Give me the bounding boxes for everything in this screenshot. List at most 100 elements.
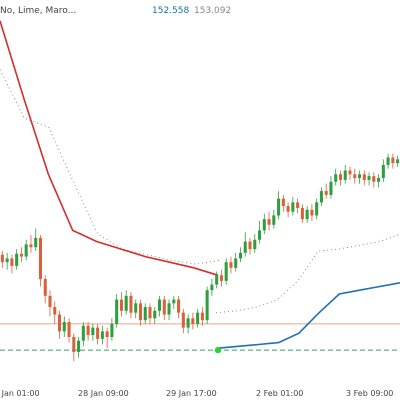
candle-body bbox=[134, 303, 138, 313]
candle bbox=[272, 209, 276, 229]
candle bbox=[248, 237, 252, 255]
candle bbox=[19, 247, 23, 263]
price-b: 153.092 bbox=[194, 6, 232, 16]
candle-body bbox=[172, 299, 176, 304]
candle-body bbox=[24, 244, 28, 257]
candle bbox=[391, 153, 395, 169]
candle-body bbox=[277, 198, 281, 216]
candle-body bbox=[286, 206, 290, 212]
candle-body bbox=[238, 252, 242, 259]
candle bbox=[396, 155, 400, 167]
candle bbox=[186, 314, 190, 334]
candle-body bbox=[62, 322, 66, 332]
candle bbox=[81, 322, 85, 347]
candle bbox=[153, 307, 157, 324]
candle-body bbox=[181, 312, 185, 328]
candle bbox=[377, 174, 381, 188]
candle-body bbox=[391, 157, 395, 164]
candle bbox=[105, 327, 109, 349]
candle-body bbox=[267, 219, 271, 225]
candle bbox=[210, 279, 214, 296]
candle bbox=[258, 221, 262, 244]
candle-body bbox=[296, 202, 300, 208]
candle bbox=[348, 166, 352, 180]
candle bbox=[115, 293, 119, 328]
candle bbox=[62, 316, 66, 337]
candle-body bbox=[367, 176, 371, 180]
candle bbox=[15, 249, 19, 270]
candle bbox=[119, 292, 123, 317]
candle-body bbox=[291, 202, 295, 212]
candle-body bbox=[167, 303, 171, 315]
candle-body bbox=[91, 327, 95, 336]
candle-body bbox=[191, 318, 195, 324]
dotted-lower-series bbox=[215, 233, 400, 314]
candle bbox=[253, 234, 257, 253]
candle-body bbox=[334, 174, 338, 182]
candle-body bbox=[381, 164, 385, 179]
blue-indicator-line bbox=[217, 282, 400, 349]
candle bbox=[362, 170, 366, 186]
candle-body bbox=[386, 157, 390, 165]
candle bbox=[124, 290, 128, 315]
candle bbox=[138, 299, 142, 326]
candle-body bbox=[48, 295, 52, 308]
price-a: 152.558 bbox=[152, 6, 190, 16]
candle-body bbox=[86, 325, 90, 336]
candle-body bbox=[338, 174, 342, 180]
candle-body bbox=[396, 159, 400, 164]
x-tick-label: 3 Feb 09:00 bbox=[346, 389, 393, 398]
candle-body bbox=[319, 191, 323, 203]
candle-body bbox=[148, 307, 152, 319]
candle bbox=[67, 318, 71, 343]
candle bbox=[48, 290, 52, 317]
candle bbox=[10, 254, 14, 274]
candle-body bbox=[200, 312, 204, 321]
candle-body bbox=[10, 258, 14, 266]
candle-body bbox=[215, 275, 219, 285]
candle bbox=[238, 247, 242, 263]
candle bbox=[229, 256, 233, 274]
candle-body bbox=[105, 331, 109, 337]
x-tick-label: 29 Jan 17:00 bbox=[166, 389, 217, 398]
candle-body bbox=[219, 275, 223, 281]
candle-body bbox=[272, 215, 276, 225]
horizontal-levels bbox=[0, 323, 400, 351]
candle-body bbox=[205, 290, 209, 321]
candle-body bbox=[243, 241, 247, 253]
candle bbox=[53, 301, 57, 324]
candle bbox=[343, 164, 347, 184]
candle bbox=[134, 299, 138, 319]
candle bbox=[86, 322, 90, 341]
candle bbox=[338, 170, 342, 186]
candle bbox=[367, 172, 371, 186]
candle bbox=[277, 191, 281, 220]
candle-body bbox=[186, 318, 190, 328]
candle bbox=[43, 275, 47, 304]
blue-series-line bbox=[217, 282, 400, 349]
candle-body bbox=[262, 219, 266, 231]
candle bbox=[96, 323, 100, 345]
candle bbox=[38, 235, 42, 287]
candle bbox=[0, 250, 4, 268]
candle-body bbox=[110, 323, 114, 337]
candle-body bbox=[124, 295, 128, 311]
candle bbox=[219, 269, 223, 287]
signal-markers bbox=[214, 346, 222, 354]
candle-body bbox=[196, 312, 200, 324]
candle bbox=[324, 183, 328, 199]
dotted-indicators bbox=[0, 69, 400, 314]
candle-body bbox=[329, 181, 333, 195]
candle-body bbox=[315, 202, 319, 216]
candle-body bbox=[162, 299, 166, 315]
candle-body bbox=[358, 174, 362, 179]
candle bbox=[262, 213, 266, 235]
candle bbox=[205, 286, 209, 324]
candle bbox=[34, 228, 38, 251]
candle-body bbox=[143, 307, 147, 321]
candle bbox=[286, 202, 290, 218]
candle-body bbox=[5, 258, 9, 263]
x-tick-label: 7 Jan 01:00 bbox=[0, 389, 40, 398]
candle-body bbox=[348, 170, 352, 175]
